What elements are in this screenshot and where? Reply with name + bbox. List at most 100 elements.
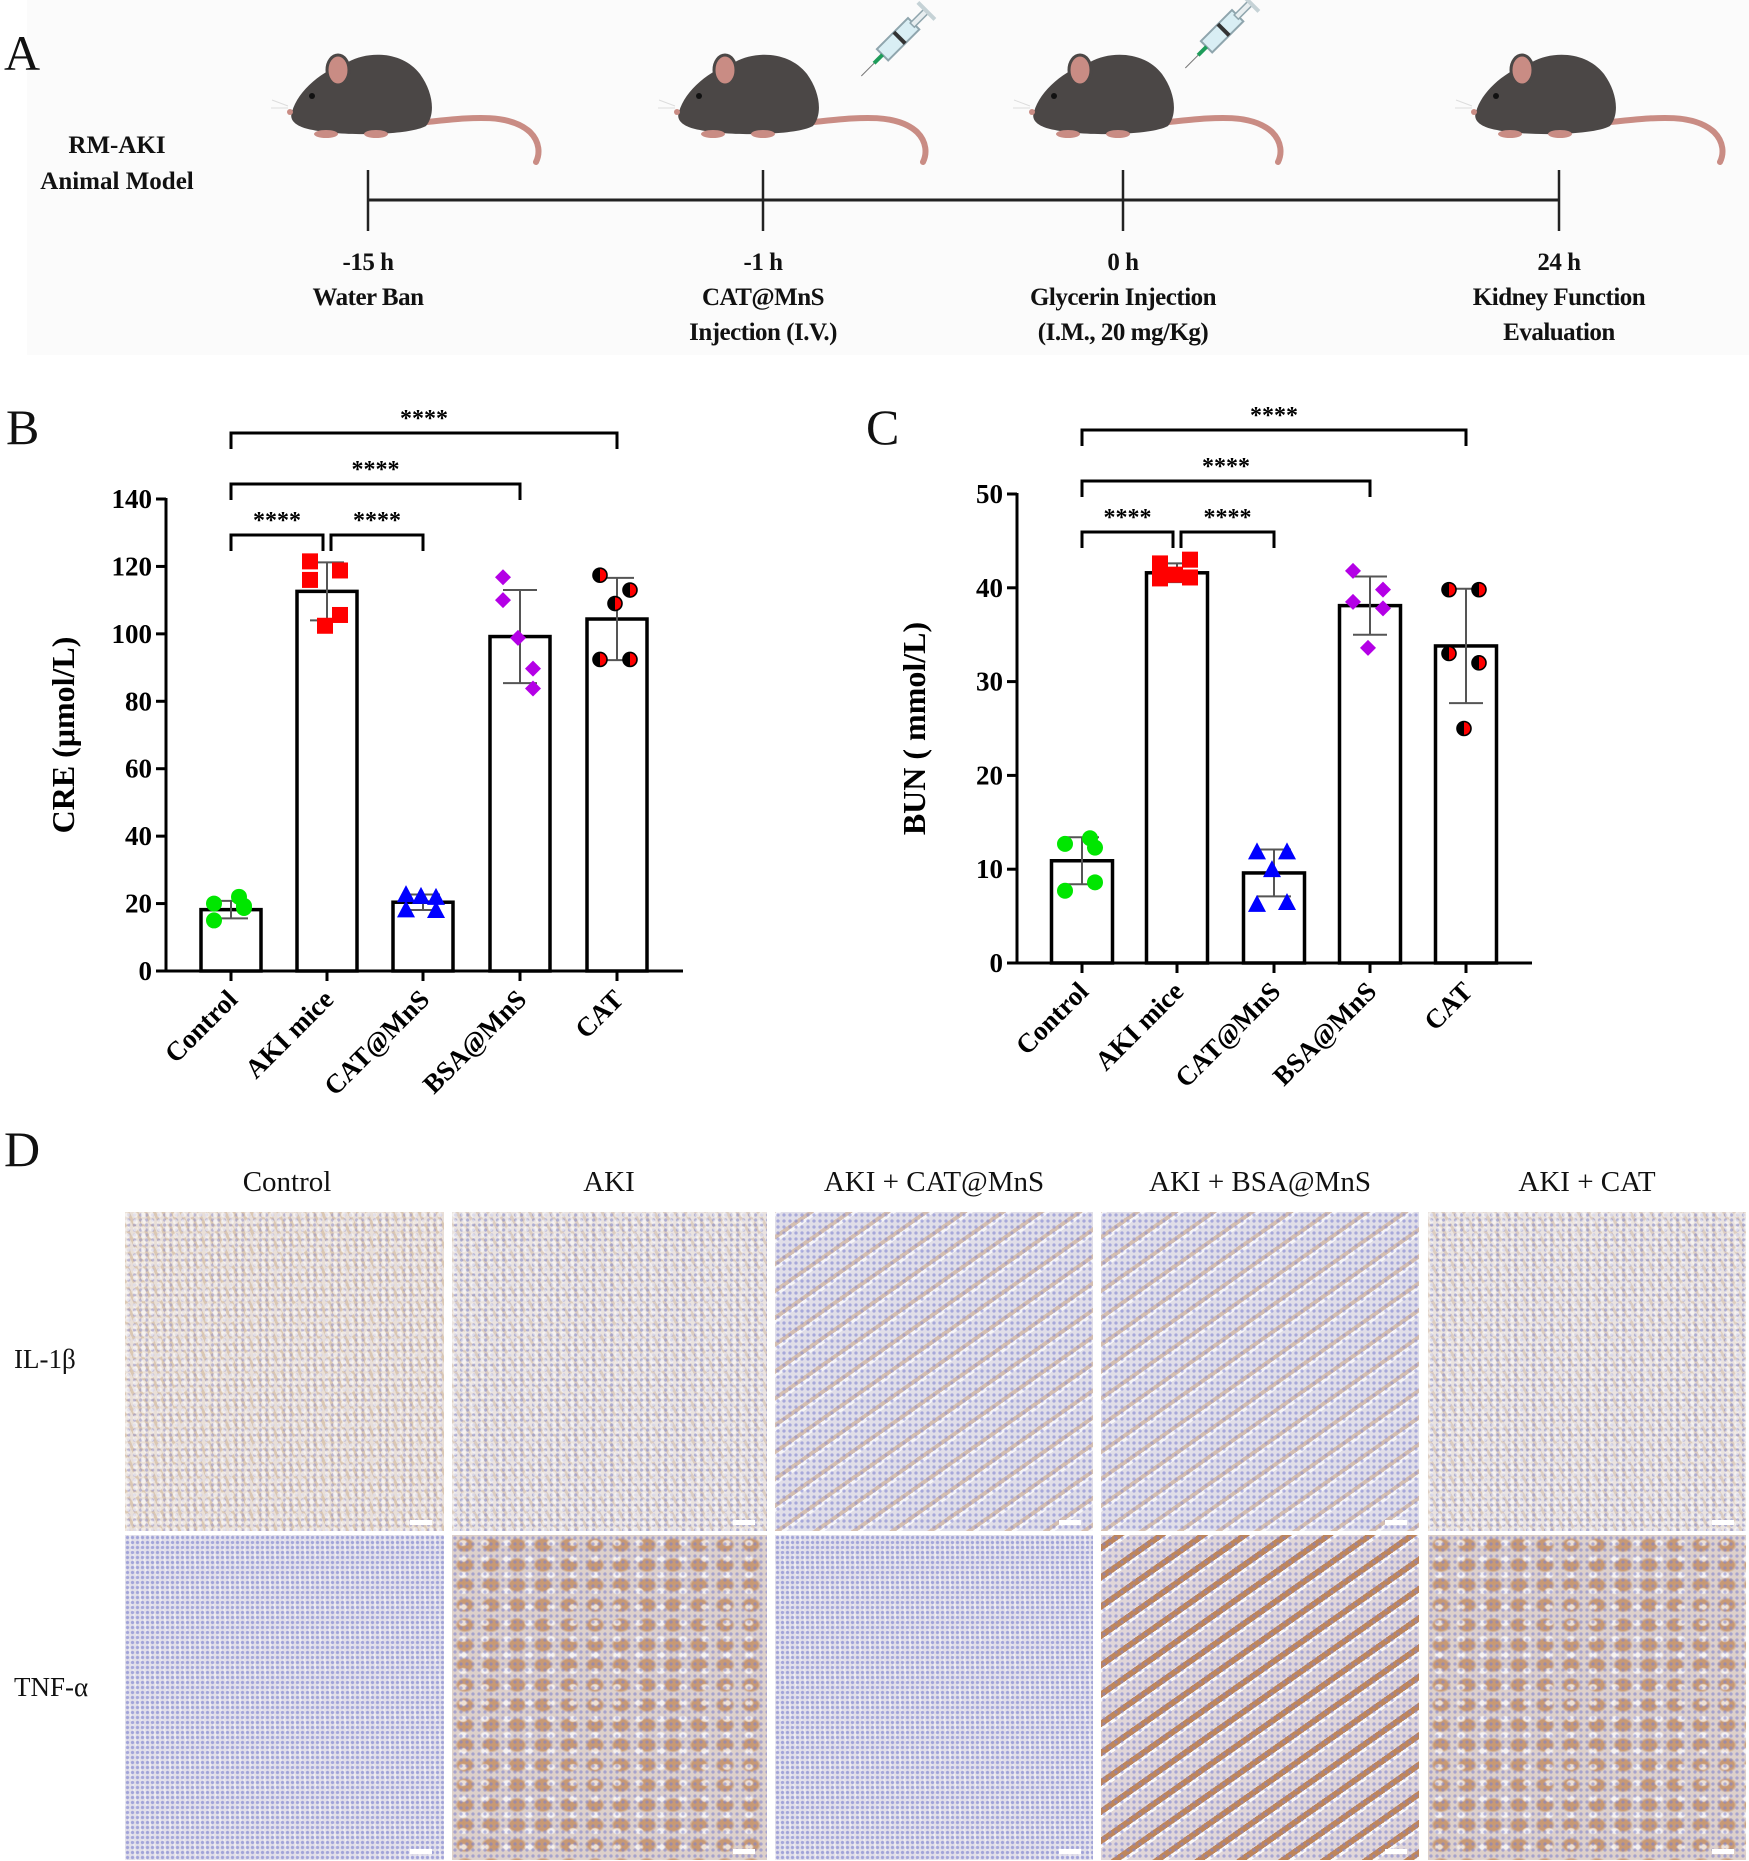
bracket-line xyxy=(229,482,522,500)
significance-stars: **** xyxy=(1204,505,1252,531)
data-point-square xyxy=(332,562,348,579)
data-point-half-circle xyxy=(622,582,638,598)
data-point-square xyxy=(1167,566,1183,583)
data-point-triangle xyxy=(1278,892,1296,910)
timeline-event: Kidney Function xyxy=(1472,284,1646,311)
bracket-line xyxy=(1080,530,1175,548)
bar xyxy=(1049,859,1115,965)
y-axis-label: BUN ( mmol/L) xyxy=(896,622,932,835)
significance-stars: **** xyxy=(352,457,400,483)
ihc-image-tnfa-aki-cat-mns xyxy=(775,1535,1093,1860)
data-point-diamond xyxy=(1375,581,1391,598)
ihc-image-il1b-aki-cat xyxy=(1428,1212,1746,1531)
significance-bracket: **** xyxy=(1179,505,1276,548)
significance-stars: **** xyxy=(353,508,401,534)
significance-bracket: **** xyxy=(329,508,425,551)
ihc-image-tnfa-aki xyxy=(452,1535,767,1860)
bar-group-aki-mice: AKI mice xyxy=(1089,551,1210,1076)
data-point-diamond xyxy=(1360,639,1376,656)
bar-group-cat: CAT xyxy=(1418,581,1499,1036)
data-point-circle xyxy=(236,897,252,914)
y-tick-label: 10 xyxy=(976,854,1003,884)
data-point-diamond xyxy=(1345,562,1361,579)
timeline-label-glycerin: 0 h Glycerin Injection (I.M., 20 mg/Kg) xyxy=(1030,245,1217,350)
data-point-half-circle xyxy=(1441,645,1457,662)
significance-stars: **** xyxy=(1104,505,1152,531)
y-tick-label: 140 xyxy=(112,484,153,514)
data-point-diamond xyxy=(495,569,511,586)
significance-bracket: **** xyxy=(229,508,325,551)
row-label-tnfa: TNF-α xyxy=(14,1672,89,1702)
ihc-image-il1b-control xyxy=(125,1212,444,1531)
panel-label-a: A xyxy=(4,25,41,81)
bracket-line xyxy=(1179,530,1276,548)
scale-bar xyxy=(1385,1520,1407,1525)
data-point-square xyxy=(1152,555,1168,572)
scale-bar xyxy=(1712,1849,1734,1854)
x-tick-label: CAT@MnS xyxy=(318,984,435,1101)
data-point-square xyxy=(302,571,318,588)
scale-bar xyxy=(1385,1849,1407,1854)
x-tick-label: BSA@MnS xyxy=(1267,976,1382,1091)
data-point-circle xyxy=(1057,835,1073,852)
ihc-image-tnfa-aki-cat xyxy=(1428,1535,1746,1860)
scale-bar xyxy=(733,1520,755,1525)
scale-bar xyxy=(410,1849,432,1854)
bracket-line xyxy=(229,533,325,551)
column-title-aki-cat: AKI + CAT xyxy=(1518,1166,1656,1198)
data-point-half-circle xyxy=(1471,581,1487,598)
syringe-icon-2 xyxy=(1177,0,1260,76)
data-point-half-circle xyxy=(622,651,638,668)
data-point-diamond xyxy=(1345,593,1361,610)
bar-group-control: Control xyxy=(1010,830,1115,1061)
ihc-image-il1b-aki-bsa-mns xyxy=(1101,1212,1419,1531)
data-point-half-circle xyxy=(1456,720,1472,737)
mouse-icon-4 xyxy=(1455,55,1723,162)
bar xyxy=(391,900,455,973)
significance-bracket: **** xyxy=(1080,454,1372,497)
data-point-triangle xyxy=(1248,894,1266,912)
data-point-half-circle xyxy=(1471,655,1487,671)
significance-bracket: **** xyxy=(1080,505,1175,548)
x-tick-label: AKI mice xyxy=(1089,976,1189,1076)
bar xyxy=(488,634,552,973)
scale-bar xyxy=(1059,1520,1081,1525)
data-point-triangle xyxy=(427,900,445,918)
x-tick-label: CAT@MnS xyxy=(1169,976,1286,1093)
data-point-square xyxy=(332,606,348,623)
x-tick-label: CAT xyxy=(569,984,629,1044)
bar xyxy=(1144,571,1210,965)
data-point-diamond xyxy=(525,660,541,677)
significance-bracket: **** xyxy=(229,406,619,449)
bracket-line xyxy=(329,533,425,551)
bracket-line xyxy=(229,431,619,449)
timeline-event: CAT@MnS xyxy=(701,284,825,311)
panel-label-c: C xyxy=(866,399,900,455)
scale-bar xyxy=(733,1849,755,1854)
column-title-aki-bsa-mns: AKI + BSA@MnS xyxy=(1149,1166,1371,1198)
model-label-line2: Animal Model xyxy=(40,168,194,195)
timeline-time: -15 h xyxy=(342,249,394,276)
data-point-triangle xyxy=(1263,860,1281,878)
ihc-image-tnfa-control xyxy=(125,1535,444,1860)
significance-stars: **** xyxy=(1202,454,1250,480)
data-point-triangle xyxy=(412,886,430,904)
timeline-time: -1 h xyxy=(743,249,783,276)
y-tick-label: 20 xyxy=(976,760,1003,790)
data-point-circle xyxy=(206,912,222,929)
y-tick-label: 80 xyxy=(125,686,152,716)
data-point-triangle xyxy=(397,900,415,918)
bar-group-cat: CAT xyxy=(569,567,649,1044)
bracket-line xyxy=(1080,428,1468,446)
data-point-triangle xyxy=(427,887,445,905)
timeline-event-detail: Injection (I.V.) xyxy=(689,319,837,346)
y-tick-label: 0 xyxy=(139,956,153,986)
bar xyxy=(295,589,359,973)
data-point-half-circle xyxy=(592,651,608,668)
y-tick-label: 120 xyxy=(112,551,153,581)
row-label-il1b: IL-1β xyxy=(14,1344,76,1374)
data-point-triangle xyxy=(1278,842,1296,860)
y-tick-label: 100 xyxy=(112,619,153,649)
bar xyxy=(1337,603,1403,965)
